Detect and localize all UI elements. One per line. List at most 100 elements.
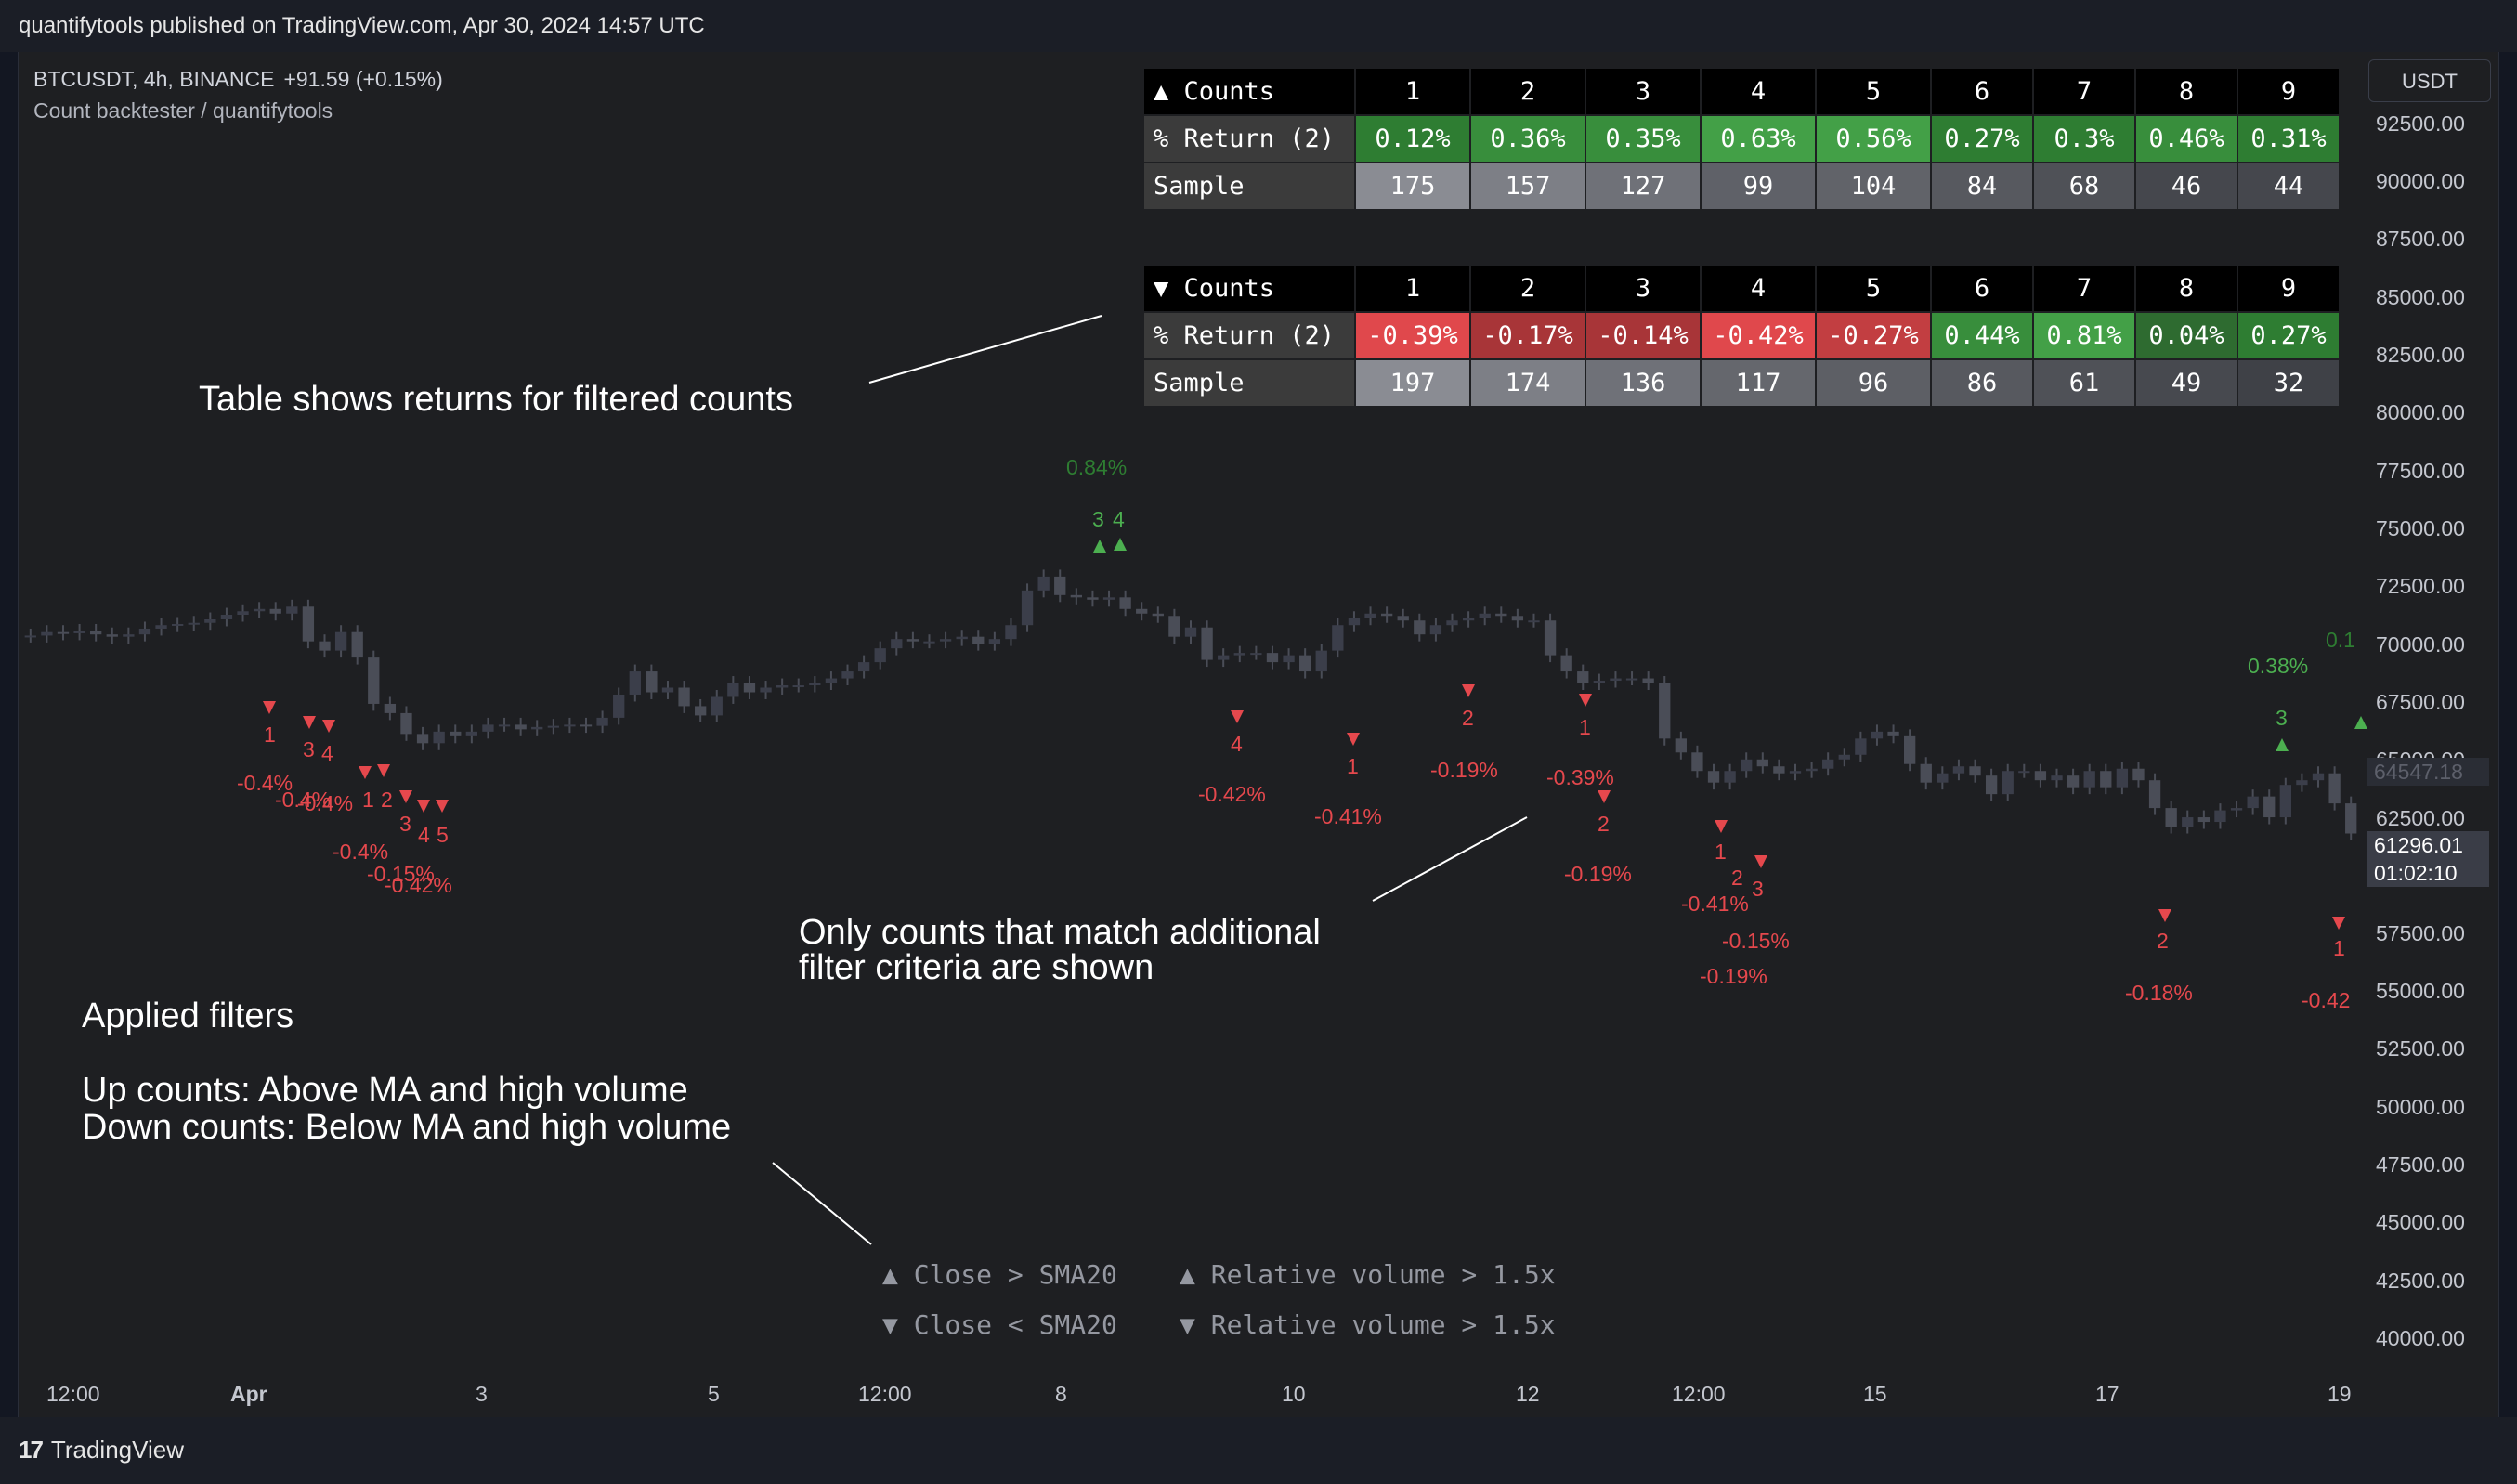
time-tick: 19 <box>2328 1382 2352 1406</box>
up-header-label: ▲ Counts <box>1142 67 1356 116</box>
candles-group <box>24 569 2357 840</box>
time-tick: 12 <box>1516 1382 1540 1406</box>
candle-body <box>760 687 772 693</box>
candle-body <box>1037 576 1050 591</box>
candle-body <box>416 734 429 744</box>
candle-body <box>695 706 707 716</box>
price-tick: 52500.00 <box>2376 1036 2465 1061</box>
table-note: Table shows returns for filtered counts <box>199 380 793 419</box>
candle-body <box>1332 625 1344 651</box>
down-count-col: 4 <box>1700 264 1817 313</box>
up-count-marker <box>1093 540 1106 553</box>
time-tick: 12:00 <box>46 1382 100 1406</box>
down-count-col: 9 <box>2237 264 2341 313</box>
up-count-col: 8 <box>2134 67 2238 116</box>
up-count-marker <box>1114 538 1127 551</box>
up-count-col: 1 <box>1354 67 1471 116</box>
down-count-marker <box>1231 710 1244 723</box>
currency-selector[interactable]: USDT <box>2368 59 2491 102</box>
up-return-cell: 0.36% <box>1469 114 1586 163</box>
candle-body <box>1741 759 1753 772</box>
candle-body <box>220 615 233 619</box>
candle-body <box>711 696 723 716</box>
candle-body <box>482 724 494 732</box>
candle-body <box>302 606 315 642</box>
up-return-cell: 0.31% <box>2237 114 2341 163</box>
down-count-number: 4 <box>321 741 333 765</box>
candle-body <box>1593 681 1606 683</box>
filter-note-line2: filter criteria are shown <box>799 948 1154 987</box>
up-sample-cell: 104 <box>1815 162 1932 211</box>
tradingview-logo[interactable]: 17 TradingView <box>19 1436 184 1464</box>
down-return-cell: -0.17% <box>1469 311 1586 360</box>
filter-up-volume: ▲ Relative volume > 1.5x <box>1180 1259 1556 1290</box>
candle-body <box>24 635 36 638</box>
up-sample-cell: 157 <box>1469 162 1586 211</box>
candle-body <box>2100 771 2112 788</box>
candle-body <box>1838 754 1850 760</box>
down-count-number: 2 <box>1731 866 1743 890</box>
publish-info: quantifytools published on TradingView.c… <box>19 13 705 38</box>
indicator-title[interactable]: Count backtester / quantifytools <box>33 98 333 123</box>
price-tick: 42500.00 <box>2376 1269 2465 1293</box>
applied-up-counts: Up counts: Above MA and high volume <box>82 1071 688 1110</box>
symbol-change: +91.59 (+0.15%) <box>283 67 443 91</box>
candle-body <box>188 622 200 625</box>
time-tick: 12:00 <box>1672 1382 1726 1406</box>
candle-body <box>1871 731 1884 739</box>
candle-body <box>1152 613 1164 617</box>
candle-body <box>531 726 543 730</box>
down-count-number: 5 <box>437 823 449 847</box>
down-sample-cell: 197 <box>1354 358 1471 408</box>
price-tick: 82500.00 <box>2376 343 2465 367</box>
down-count-number: 1 <box>1715 840 1727 864</box>
candle-body <box>1985 775 1998 795</box>
down-count-number: 2 <box>1598 812 1610 836</box>
up-return-label: % Return (2) <box>1142 114 1356 163</box>
candle-body <box>1528 620 1540 623</box>
candle-body <box>743 683 756 693</box>
candle-body <box>972 636 985 644</box>
candle-body <box>1348 618 1361 626</box>
candle-body <box>123 634 135 637</box>
filter-down-ma: ▼ Close < SMA20 <box>882 1309 1117 1340</box>
candle-body <box>1937 773 1949 783</box>
down-sample-cell: 96 <box>1815 358 1932 408</box>
price-tick: 47500.00 <box>2376 1152 2465 1177</box>
candle-body <box>825 678 838 683</box>
down-count-marker <box>417 800 430 813</box>
candle-body <box>776 685 789 688</box>
candle-body <box>400 712 412 735</box>
filter-up-ma: ▲ Close > SMA20 <box>882 1259 1117 1290</box>
symbol-info[interactable]: BTCUSDT, 4h, BINANCE +91.59 (+0.15%) <box>33 67 443 92</box>
down-count-marker <box>303 716 316 729</box>
candle-body <box>564 724 576 727</box>
applied-down-counts: Down counts: Below MA and high volume <box>82 1108 732 1147</box>
candle-body <box>2148 780 2161 809</box>
candle-body <box>171 623 184 626</box>
down-return-label: -0.41% <box>1681 892 1749 916</box>
down-sample-cell: 174 <box>1469 358 1586 408</box>
candle-body <box>155 625 167 629</box>
down-count-marker <box>1347 733 1360 746</box>
filter-note-line1: Only counts that match additional <box>799 913 1321 952</box>
candle-body <box>465 731 478 736</box>
applied-pointer-line <box>772 1162 872 1245</box>
down-sample-cell: 61 <box>2032 358 2136 408</box>
candle-body <box>57 631 70 634</box>
candle-body <box>956 636 968 640</box>
down-count-col: 1 <box>1354 264 1471 313</box>
up-return-label: 0.1 <box>2326 628 2355 652</box>
candle-body <box>874 648 886 663</box>
price-tick: 57500.00 <box>2376 921 2465 945</box>
down-return-label: -0.19% <box>1700 964 1767 988</box>
down-count-marker <box>322 720 335 733</box>
candle-body <box>646 671 658 693</box>
candle-body <box>2067 775 2080 788</box>
down-count-marker <box>2158 909 2171 922</box>
up-header-row: ▲ Counts 1 2 3 4 5 6 7 8 9 <box>1142 67 2341 116</box>
down-count-marker <box>1462 684 1475 697</box>
down-sample-cell: 32 <box>2237 358 2341 408</box>
up-return-cell: 0.63% <box>1700 114 1817 163</box>
time-tick: 5 <box>708 1382 720 1406</box>
